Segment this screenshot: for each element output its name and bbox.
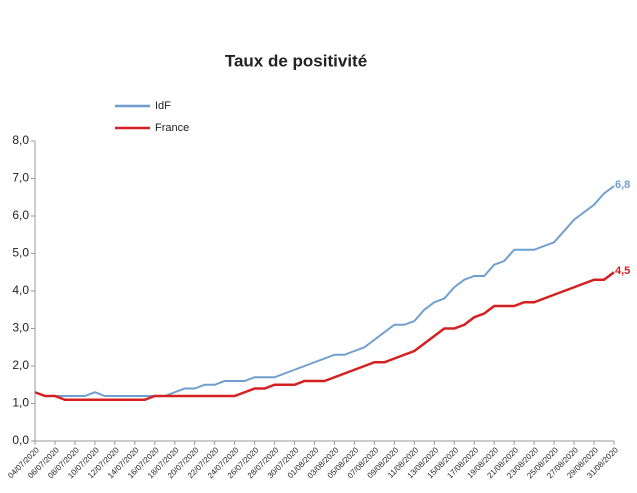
legend-label: IdF — [155, 100, 171, 112]
line — [34, 271, 615, 401]
y-tick-label: 3,0 — [12, 321, 29, 335]
y-tick-label: 0,0 — [12, 433, 29, 447]
y-tick-label: 8,0 — [12, 133, 29, 147]
legend-label: France — [155, 122, 189, 134]
y-tick-label: 7,0 — [12, 171, 29, 185]
y-tick-label: 1,0 — [12, 396, 29, 410]
y-tick-label: 5,0 — [12, 246, 29, 260]
y-tick-label: 2,0 — [12, 358, 29, 372]
y-tick-label: 6,0 — [12, 208, 29, 222]
value-label: 6,8 — [615, 179, 630, 191]
line — [34, 185, 615, 397]
value-label: 4,5 — [615, 265, 630, 277]
y-tick-label: 4,0 — [12, 283, 29, 297]
chart-title: Taux de positivité — [225, 51, 367, 70]
